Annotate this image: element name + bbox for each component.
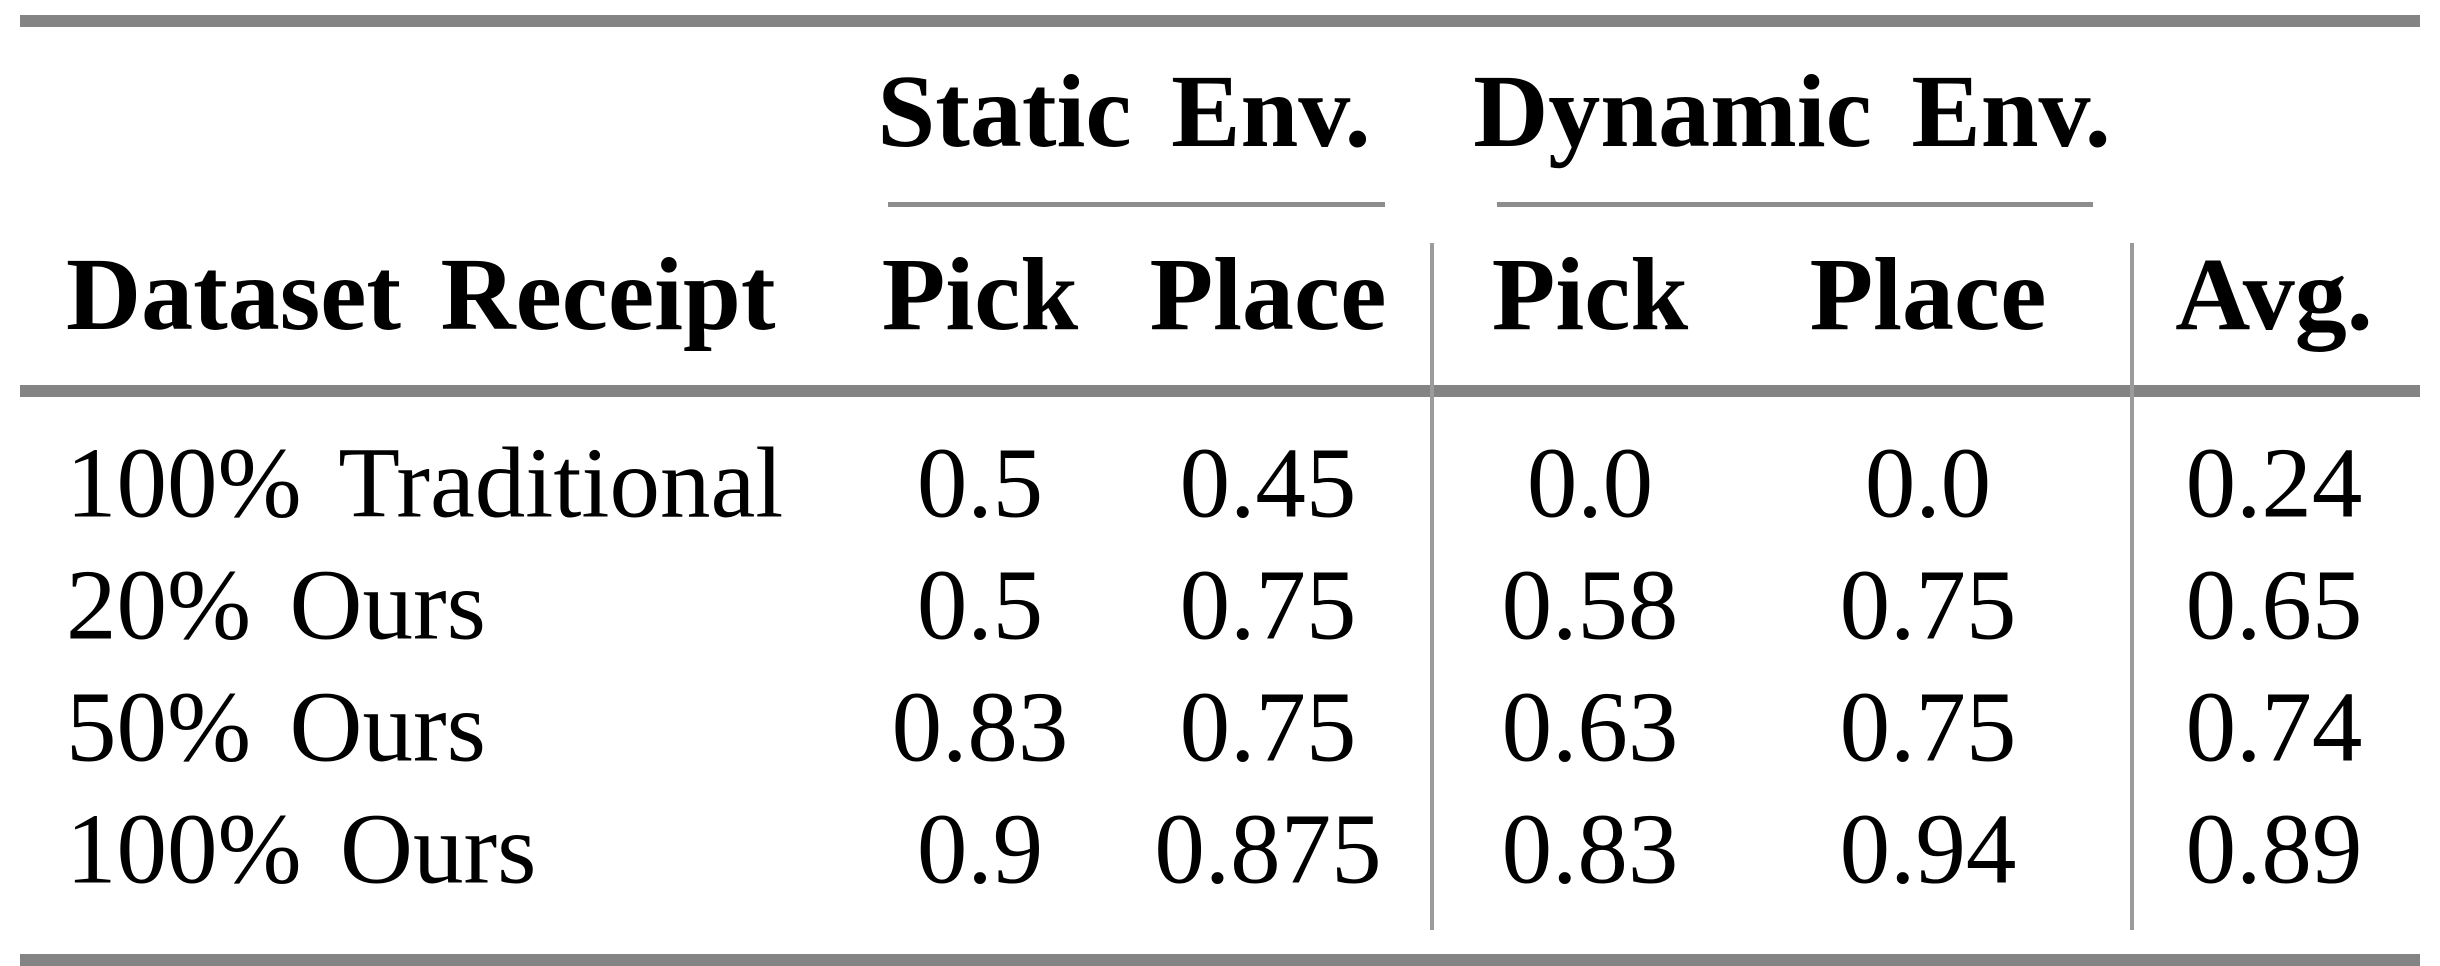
row-label: 50% Ours (66, 670, 486, 783)
cell-dynamic-pick: 0.83 (1501, 792, 1679, 905)
cell-static-place: 0.75 (1179, 548, 1357, 661)
cell-static-place: 0.875 (1154, 792, 1382, 905)
row-label: 100% Traditional (66, 426, 784, 539)
cell-avg: 0.24 (2185, 426, 2363, 539)
cell-dynamic-pick: 0.58 (1501, 548, 1679, 661)
group-header-static-env: Static Env. (877, 54, 1371, 169)
cell-dynamic-pick: 0.63 (1501, 670, 1679, 783)
header-separator-rule (20, 385, 2420, 397)
cell-dynamic-place: 0.75 (1839, 670, 2017, 783)
cell-static-pick: 0.83 (891, 670, 1069, 783)
static-env-underline (888, 202, 1385, 207)
divider-dynamic-avg (2130, 243, 2134, 930)
cell-static-place: 0.75 (1179, 670, 1357, 783)
col-header-dataset-receipt: Dataset Receipt (66, 237, 776, 352)
dynamic-env-underline (1497, 202, 2093, 207)
cell-avg: 0.89 (2185, 792, 2363, 905)
col-header-static-place: Place (1149, 237, 1387, 352)
cell-dynamic-pick: 0.0 (1526, 426, 1654, 539)
cell-avg: 0.65 (2185, 548, 2363, 661)
group-header-dynamic-env: Dynamic Env. (1473, 54, 2111, 169)
divider-static-dynamic (1430, 243, 1434, 930)
cell-dynamic-place: 0.75 (1839, 548, 2017, 661)
top-rule (20, 15, 2420, 27)
col-header-dynamic-pick: Pick (1491, 237, 1689, 352)
cell-static-pick: 0.5 (916, 548, 1044, 661)
cell-static-pick: 0.9 (916, 792, 1044, 905)
bottom-rule (20, 954, 2420, 966)
row-label: 100% Ours (66, 792, 537, 905)
col-header-static-pick: Pick (881, 237, 1079, 352)
col-header-dynamic-place: Place (1809, 237, 2047, 352)
col-header-avg: Avg. (2175, 237, 2373, 352)
row-label: 20% Ours (66, 548, 486, 661)
cell-avg: 0.74 (2185, 670, 2363, 783)
cell-dynamic-place: 0.0 (1864, 426, 1992, 539)
cell-dynamic-place: 0.94 (1839, 792, 2017, 905)
cell-static-place: 0.45 (1179, 426, 1357, 539)
cell-static-pick: 0.5 (916, 426, 1044, 539)
